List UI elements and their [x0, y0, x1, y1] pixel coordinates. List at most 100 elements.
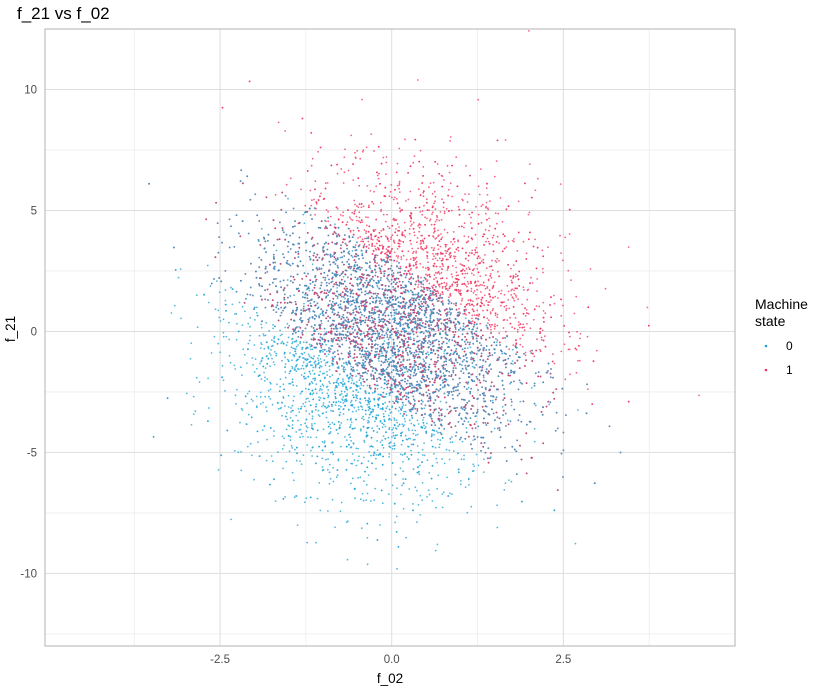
data-point-series-0 — [206, 264, 209, 267]
data-point-series-0 — [448, 307, 451, 310]
data-point-series-1 — [473, 253, 476, 256]
data-point-series-1 — [463, 276, 466, 279]
data-point-series-0 — [362, 499, 365, 502]
data-point-series-0 — [286, 284, 289, 287]
data-point-series-1 — [513, 240, 515, 243]
data-point-series-1 — [503, 305, 506, 308]
data-point-series-0 — [404, 371, 406, 374]
data-point-series-0 — [388, 456, 390, 458]
data-point-series-0 — [431, 321, 434, 324]
data-point-series-1 — [476, 309, 479, 312]
data-point-series-0 — [376, 384, 379, 387]
data-point-series-1 — [698, 394, 700, 397]
data-point-series-0 — [297, 256, 300, 258]
data-point-series-0 — [439, 400, 442, 403]
data-point-series-0 — [335, 294, 337, 297]
data-point-series-1 — [456, 285, 458, 288]
data-point-series-1 — [540, 336, 543, 339]
data-point-series-0 — [431, 378, 434, 380]
data-point-series-0 — [240, 451, 242, 453]
data-point-series-0 — [363, 439, 365, 442]
data-point-series-1 — [374, 228, 377, 231]
data-point-series-1 — [506, 319, 509, 321]
data-point-series-0 — [260, 326, 263, 329]
data-point-series-1 — [372, 202, 375, 205]
data-point-series-0 — [268, 395, 270, 398]
data-point-series-0 — [385, 478, 387, 481]
data-point-series-0 — [378, 355, 381, 358]
data-point-series-0 — [288, 382, 290, 385]
data-point-series-0 — [319, 313, 322, 316]
data-point-series-0 — [422, 419, 424, 421]
data-point-series-0 — [494, 419, 496, 422]
data-point-series-0 — [367, 419, 369, 422]
data-point-series-1 — [432, 252, 434, 255]
data-point-series-0 — [393, 314, 396, 317]
data-point-series-0 — [405, 392, 407, 394]
data-point-series-0 — [420, 381, 423, 384]
data-point-series-0 — [449, 441, 452, 444]
data-point-series-1 — [526, 323, 528, 325]
data-point-series-0 — [351, 327, 354, 330]
data-point-series-1 — [451, 265, 454, 267]
data-point-series-0 — [283, 293, 286, 296]
data-point-series-0 — [291, 471, 294, 474]
data-point-series-0 — [374, 347, 377, 350]
data-point-series-0 — [355, 389, 358, 392]
data-point-series-0 — [288, 324, 291, 327]
data-point-series-0 — [471, 365, 474, 368]
data-point-series-0 — [417, 504, 420, 506]
data-point-series-0 — [333, 389, 336, 392]
data-point-series-0 — [319, 387, 322, 390]
data-point-series-0 — [403, 286, 405, 289]
data-point-series-0 — [308, 310, 311, 313]
data-point-series-0 — [279, 280, 282, 283]
data-point-series-0 — [509, 382, 511, 385]
data-point-series-0 — [344, 368, 347, 371]
data-point-series-1 — [533, 355, 536, 358]
data-point-series-0 — [264, 306, 267, 309]
data-point-series-0 — [415, 373, 418, 375]
data-point-series-0 — [399, 267, 402, 270]
data-point-series-0 — [419, 380, 422, 382]
data-point-series-0 — [427, 353, 430, 356]
data-point-series-0 — [323, 359, 326, 362]
data-point-series-0 — [361, 252, 364, 255]
data-point-series-0 — [386, 327, 389, 329]
data-point-series-0 — [282, 467, 284, 470]
data-point-series-0 — [394, 395, 397, 398]
data-point-series-0 — [340, 501, 343, 504]
data-point-series-0 — [446, 338, 448, 341]
data-point-series-0 — [360, 384, 363, 386]
data-point-series-1 — [541, 267, 544, 270]
data-point-series-0 — [315, 541, 317, 544]
data-point-series-0 — [445, 401, 448, 404]
data-point-series-0 — [376, 286, 379, 288]
data-point-series-0 — [386, 294, 389, 296]
data-point-series-1 — [483, 294, 486, 297]
data-point-series-1 — [490, 276, 493, 279]
data-point-series-1 — [589, 268, 592, 270]
data-point-series-0 — [436, 395, 438, 397]
data-point-series-1 — [434, 200, 436, 203]
data-point-series-0 — [351, 250, 354, 252]
data-point-series-0 — [285, 460, 288, 463]
data-point-series-0 — [464, 407, 467, 410]
data-point-series-0 — [358, 385, 360, 388]
data-point-series-0 — [472, 342, 475, 345]
data-point-series-0 — [407, 445, 410, 448]
data-point-series-0 — [290, 411, 292, 413]
data-point-series-0 — [451, 493, 453, 495]
data-point-series-1 — [467, 259, 470, 262]
data-point-series-0 — [433, 452, 435, 455]
data-point-series-0 — [389, 357, 392, 359]
data-point-series-0 — [300, 463, 303, 466]
data-point-series-1 — [413, 231, 416, 234]
data-point-series-1 — [432, 231, 435, 234]
data-point-series-1 — [482, 309, 484, 312]
data-point-series-0 — [303, 222, 306, 225]
data-point-series-0 — [473, 324, 476, 326]
data-point-series-1 — [477, 185, 480, 188]
data-point-series-0 — [253, 308, 255, 310]
data-point-series-0 — [378, 360, 380, 362]
